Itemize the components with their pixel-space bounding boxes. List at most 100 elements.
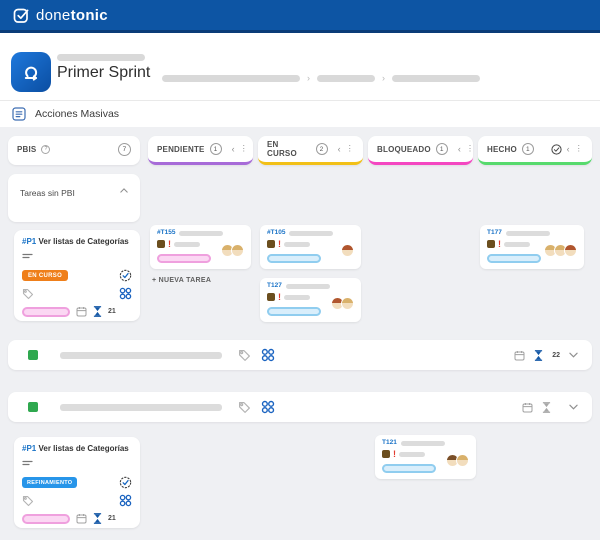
checkbox-logo-icon	[13, 7, 30, 24]
task-card[interactable]: T127 !	[260, 278, 361, 322]
title-placeholder-bar	[179, 230, 224, 236]
column-menu-icon[interactable]: ⋮	[466, 144, 475, 153]
title-placeholder-bar	[289, 230, 334, 236]
calendar-icon[interactable]	[522, 402, 533, 413]
tag-icon[interactable]	[238, 401, 251, 414]
pbis-label: PBIS	[17, 144, 37, 154]
pbis-count-badge: 7	[118, 142, 131, 156]
pbi-card[interactable]: #P1 Ver listas de Categorías EN CURSO 21	[14, 230, 140, 321]
pbi-id[interactable]: #P1	[22, 237, 37, 246]
calendar-icon[interactable]	[76, 306, 87, 317]
collapse-column-icon[interactable]: ‹	[337, 143, 341, 154]
tag-pill	[157, 254, 211, 263]
column-header-pendiente[interactable]: PENDIENTE 1 ‹ ⋮	[148, 136, 253, 165]
task-type-icon	[382, 450, 390, 458]
top-navbar: donetonic	[0, 0, 600, 33]
subtasks-grid-icon[interactable]	[119, 494, 132, 507]
list-icon	[12, 107, 26, 121]
new-task-button[interactable]: + NUEVA TAREA	[152, 277, 212, 284]
bulk-actions-button[interactable]: Acciones Masivas	[12, 107, 119, 121]
collapse-column-icon[interactable]: ‹	[231, 143, 235, 154]
calendar-icon[interactable]	[514, 350, 525, 361]
hourglass-icon	[93, 513, 102, 525]
avatar	[231, 244, 244, 257]
tag-pill	[22, 306, 70, 317]
task-type-icon	[157, 240, 165, 248]
tag-pill	[382, 464, 436, 473]
assignee-avatars[interactable]	[544, 244, 577, 257]
tareas-sin-pbi-label: Tareas sin PBI	[20, 188, 75, 198]
app-logo[interactable]: donetonic	[13, 7, 108, 24]
column-count-badge: 2	[315, 143, 328, 155]
story-points: 21	[108, 308, 116, 316]
collapsed-pbi-row[interactable]: 22	[8, 340, 592, 370]
column-header-bloqueado[interactable]: BLOQUEADO 1 ‹ ⋮	[368, 136, 475, 165]
verified-badge-icon[interactable]	[119, 269, 132, 282]
column-label: EN CURSO	[267, 140, 297, 158]
task-id[interactable]: T127	[267, 282, 282, 289]
task-id[interactable]: #T155	[157, 229, 176, 236]
title-placeholder-bar	[400, 440, 445, 446]
description-icon	[22, 460, 33, 467]
pbi-id[interactable]: #P1	[22, 444, 37, 453]
pbi-title: #P1 Ver listas de Categorías	[22, 444, 129, 453]
tag-icon[interactable]	[238, 349, 251, 362]
column-count-badge: 1	[209, 143, 222, 155]
tag-icon[interactable]	[22, 495, 34, 507]
check-circle-icon[interactable]	[550, 143, 562, 155]
tag-icon[interactable]	[22, 288, 34, 300]
breadcrumb-separator: ›	[382, 73, 385, 83]
task-card[interactable]: #T155 !	[150, 225, 251, 269]
subtasks-grid-icon[interactable]	[119, 287, 132, 300]
assignee-avatars[interactable]	[221, 244, 244, 257]
sprint-icon	[11, 52, 51, 92]
assignee-avatars[interactable]	[446, 454, 469, 467]
task-id[interactable]: T177	[487, 229, 502, 236]
priority-icon: !	[393, 448, 396, 459]
collapsed-pbi-row[interactable]	[8, 392, 592, 422]
pbi-title: #P1 Ver listas de Categorías	[22, 237, 129, 246]
task-card[interactable]: T177 !	[480, 225, 584, 269]
subtasks-grid-icon[interactable]	[261, 348, 275, 362]
column-menu-icon[interactable]: ⋮	[574, 144, 583, 153]
description-icon	[22, 253, 33, 260]
help-icon[interactable]: ?	[41, 144, 51, 154]
assignee-avatars[interactable]	[341, 244, 354, 257]
calendar-icon[interactable]	[76, 513, 87, 524]
header-divider	[0, 100, 600, 101]
task-type-icon	[267, 240, 275, 248]
column-menu-icon[interactable]: ⋮	[239, 144, 248, 153]
pbi-card[interactable]: #P1 Ver listas de Categorías REFINAMIENT…	[14, 437, 140, 528]
chevron-down-icon[interactable]	[569, 404, 578, 410]
assignee-avatars[interactable]	[331, 297, 354, 310]
status-badge: REFINAMIENTO	[22, 477, 78, 489]
column-label: BLOQUEADO	[377, 144, 431, 154]
column-header-hecho[interactable]: HECHO 1 ‹ ⋮	[478, 136, 592, 165]
text-placeholder-bar	[399, 451, 425, 457]
task-id[interactable]: #T105	[267, 229, 286, 236]
done-status-icon	[28, 402, 38, 412]
verified-badge-icon[interactable]	[119, 476, 132, 489]
story-points: 22	[552, 351, 560, 359]
chevron-down-icon[interactable]	[569, 352, 578, 358]
priority-icon: !	[278, 238, 281, 249]
avatar	[456, 454, 469, 467]
priority-icon: !	[278, 291, 281, 302]
breadcrumb-placeholder	[392, 75, 480, 82]
collapse-column-icon[interactable]: ‹	[457, 143, 462, 154]
task-id[interactable]: T121	[382, 439, 397, 446]
task-card[interactable]: T121 !	[375, 435, 476, 479]
subtasks-grid-icon[interactable]	[261, 400, 275, 414]
chevron-up-icon[interactable]	[120, 188, 128, 193]
breadcrumb-placeholder	[162, 75, 300, 82]
task-card[interactable]: #T105 !	[260, 225, 361, 269]
breadcrumb-separator: ›	[307, 73, 310, 83]
column-header-pbis[interactable]: PBIS ? 7	[8, 136, 140, 165]
column-header-en-curso[interactable]: EN CURSO 2 ‹ ⋮	[258, 136, 363, 165]
column-menu-icon[interactable]: ⋮	[345, 144, 354, 153]
tareas-sin-pbi-card[interactable]: Tareas sin PBI	[8, 174, 140, 222]
status-badge: EN CURSO	[22, 270, 69, 282]
breadcrumb-placeholder	[317, 75, 375, 82]
column-label: HECHO	[487, 144, 517, 154]
collapse-column-icon[interactable]: ‹	[566, 143, 570, 154]
